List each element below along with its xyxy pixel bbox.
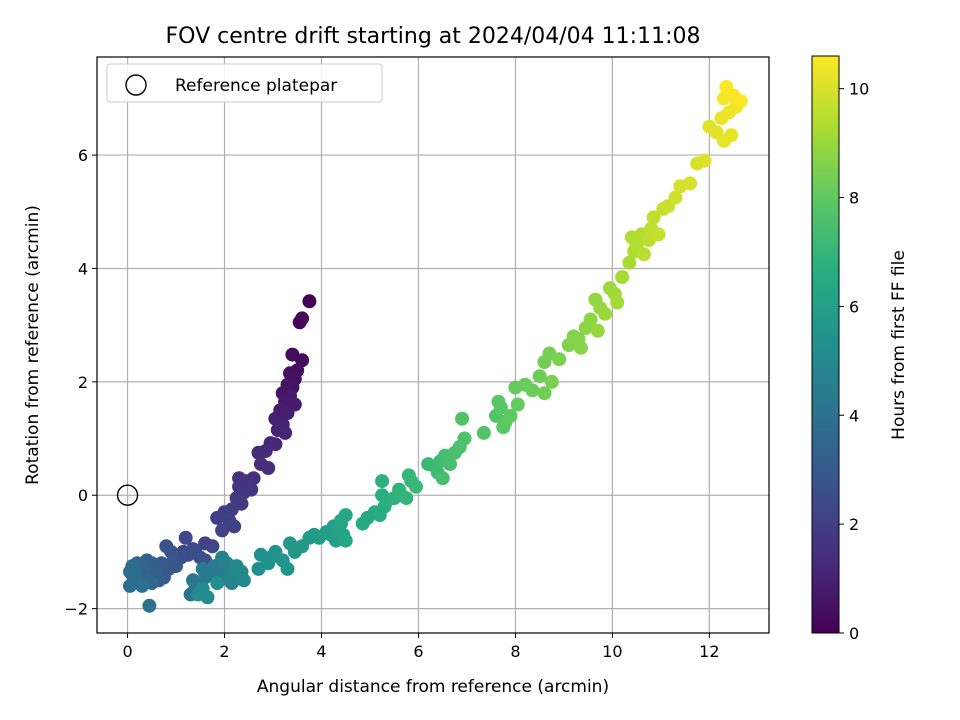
scatter-point [435,471,450,486]
x-axis-label: Angular distance from reference (arcmin) [257,677,609,697]
scatter-point [195,581,210,596]
scatter-point [455,411,470,426]
scatter-point [142,598,157,613]
colorbar-tick-label: 6 [849,297,859,316]
scatter-point [590,323,605,338]
colorbar-label: Hours from first FF file [889,250,909,440]
x-axis-ticks: 0 2 4 6 8 10 12 [122,633,720,661]
scatter-point [210,510,225,525]
scatter-point [651,227,666,242]
legend-entry-label: Reference platepar [175,76,337,96]
y-axis-ticks: −2 0 2 4 6 [64,146,97,619]
reference-layer [116,484,139,506]
scatter-point [503,408,518,423]
colorbar-tick-label: 10 [849,80,869,99]
scatter-point [135,578,150,593]
scatter-point [443,457,457,472]
legend-box [106,63,383,103]
y-tick-label: 2 [78,373,88,392]
y-tick-label: −2 [64,600,88,619]
scatter-point [544,374,559,389]
reference-platepar-marker [116,484,139,506]
scatter-point [646,210,661,225]
scatter-point [598,306,613,321]
scatter-point [409,479,423,494]
scatter-point [615,270,630,284]
scatter-point [476,425,491,440]
scatter-point [338,533,353,548]
legend-reference-marker [125,74,147,96]
scatter-point [278,425,293,440]
scatter-point [622,255,637,270]
x-tick-label: 12 [699,642,719,661]
y-tick-label: 0 [78,486,88,505]
chart-title: FOV centre drift starting at 2024/04/04 … [166,24,701,49]
scatter-point [583,312,598,327]
y-axis-label: Rotation from reference (arcmin) [23,205,43,485]
scatter-point [258,444,273,458]
scatter-point [205,539,220,554]
scatter-point [268,437,283,452]
scatter-point [683,176,697,191]
colorbar-tick-label: 4 [849,406,859,425]
scatter-point [280,561,295,576]
y-tick-label: 6 [78,146,88,165]
scatter-point [280,406,295,420]
colorbar-ticks: 0 2 4 6 8 10 [839,80,869,643]
scatter-point [510,397,525,412]
plot-frame [96,56,770,634]
scatter-point [375,474,390,489]
x-tick-label: 2 [219,642,229,661]
scatter-point [210,576,225,591]
scatter-point [333,513,348,528]
scatter-point [178,530,193,545]
scatter-point [399,491,414,506]
grid-lines [97,57,769,633]
scatter-point [215,523,230,538]
scatter-point [719,80,734,94]
x-tick-label: 10 [602,642,622,661]
colorbar-tick-label: 8 [849,189,859,208]
colorbar-gradient [811,55,840,634]
scatter-point [525,383,540,398]
scatter-point [236,573,251,588]
scatter-point [724,128,739,143]
scatter-point [537,386,552,401]
scatter-point [457,431,472,446]
scatter-point [532,369,547,384]
x-tick-label: 0 [122,642,132,661]
y-tick-label: 4 [78,259,88,278]
legend: Reference platepar [106,63,383,103]
scatter-point [186,573,200,588]
colorbar: 0 2 4 6 8 10 Hours from first FF file [811,55,909,643]
scatter-point [491,394,506,409]
x-tick-label: 8 [510,642,520,661]
scatter-point [668,190,683,205]
scatter-point [733,94,748,109]
scatter-point [697,153,712,168]
scatter-point [227,519,242,534]
scatter-point [636,247,651,262]
scatter-point [261,461,276,475]
scatter-point [552,352,567,367]
x-tick-label: 4 [316,642,326,661]
scatter-point [295,311,310,326]
colorbar-tick-label: 0 [849,624,859,643]
scatter-point [573,340,588,355]
scatter-point [302,294,317,309]
scatter-points [123,80,748,613]
scatter-point [610,295,625,310]
colorbar-tick-label: 2 [849,515,859,534]
x-tick-label: 6 [413,642,423,661]
